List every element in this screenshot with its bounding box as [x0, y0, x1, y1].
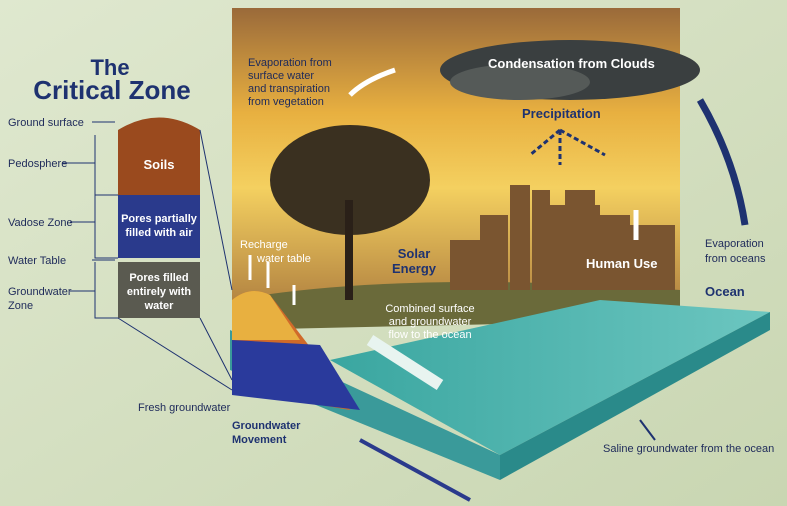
connector-lines [117, 129, 233, 391]
saline-arrow [639, 419, 656, 441]
tree [270, 125, 430, 235]
evaporation-arrow [348, 67, 396, 97]
label: filled with air [125, 227, 193, 239]
label: entirely with [127, 286, 191, 298]
label: from oceans [705, 253, 766, 265]
label: Groundwater [8, 286, 72, 298]
label: Evaporation from [248, 57, 332, 69]
label: Pedosphere [8, 158, 67, 170]
label: Pores partially [121, 213, 198, 225]
label: Precipitation [522, 106, 601, 121]
ocean-evaporation-arrow [696, 98, 749, 226]
recharge-vadose [232, 291, 300, 340]
label: Saline groundwater from the ocean [603, 443, 774, 455]
label: and groundwater [389, 316, 472, 328]
movement-arrow [359, 438, 471, 502]
title: Critical Zone [33, 75, 190, 105]
precipitation-arrows [529, 128, 606, 165]
vadose-box [118, 195, 200, 258]
label: and transpiration [248, 83, 330, 95]
label: Water Table [8, 255, 66, 267]
recharge-groundwater [232, 340, 360, 410]
label: Solar [398, 246, 431, 261]
ocean-surface [330, 300, 770, 455]
saturated-box [118, 262, 200, 318]
soils-box [118, 117, 200, 195]
label: Movement [232, 434, 287, 446]
label: Ocean [705, 284, 745, 299]
left-brackets [62, 121, 118, 319]
label: Fresh groundwater [138, 402, 231, 414]
label: Groundwater [232, 420, 301, 432]
label: water table [256, 253, 311, 265]
label: Combined surface [385, 303, 474, 315]
label: Condensation from Clouds [488, 56, 655, 71]
city [450, 185, 675, 290]
label: Ground surface [8, 117, 84, 129]
label: water [144, 300, 174, 312]
label: Pores filled [129, 272, 188, 284]
label: surface water [248, 70, 314, 82]
flow-arrow [366, 334, 444, 391]
label: Recharge [240, 239, 288, 251]
ocean-side [500, 312, 770, 480]
label: Zone [8, 300, 33, 312]
label: Energy [392, 261, 437, 276]
cloud [450, 64, 590, 100]
tree-trunk [345, 200, 353, 300]
label: Evaporation [705, 238, 764, 250]
recharge-arrows [248, 255, 296, 305]
label: from vegetation [248, 96, 324, 108]
label: Soils [143, 157, 174, 172]
label: flow to the ocean [388, 329, 471, 341]
title: The [90, 55, 129, 80]
label: Vadose Zone [8, 217, 73, 229]
label: Human Use [586, 256, 658, 271]
